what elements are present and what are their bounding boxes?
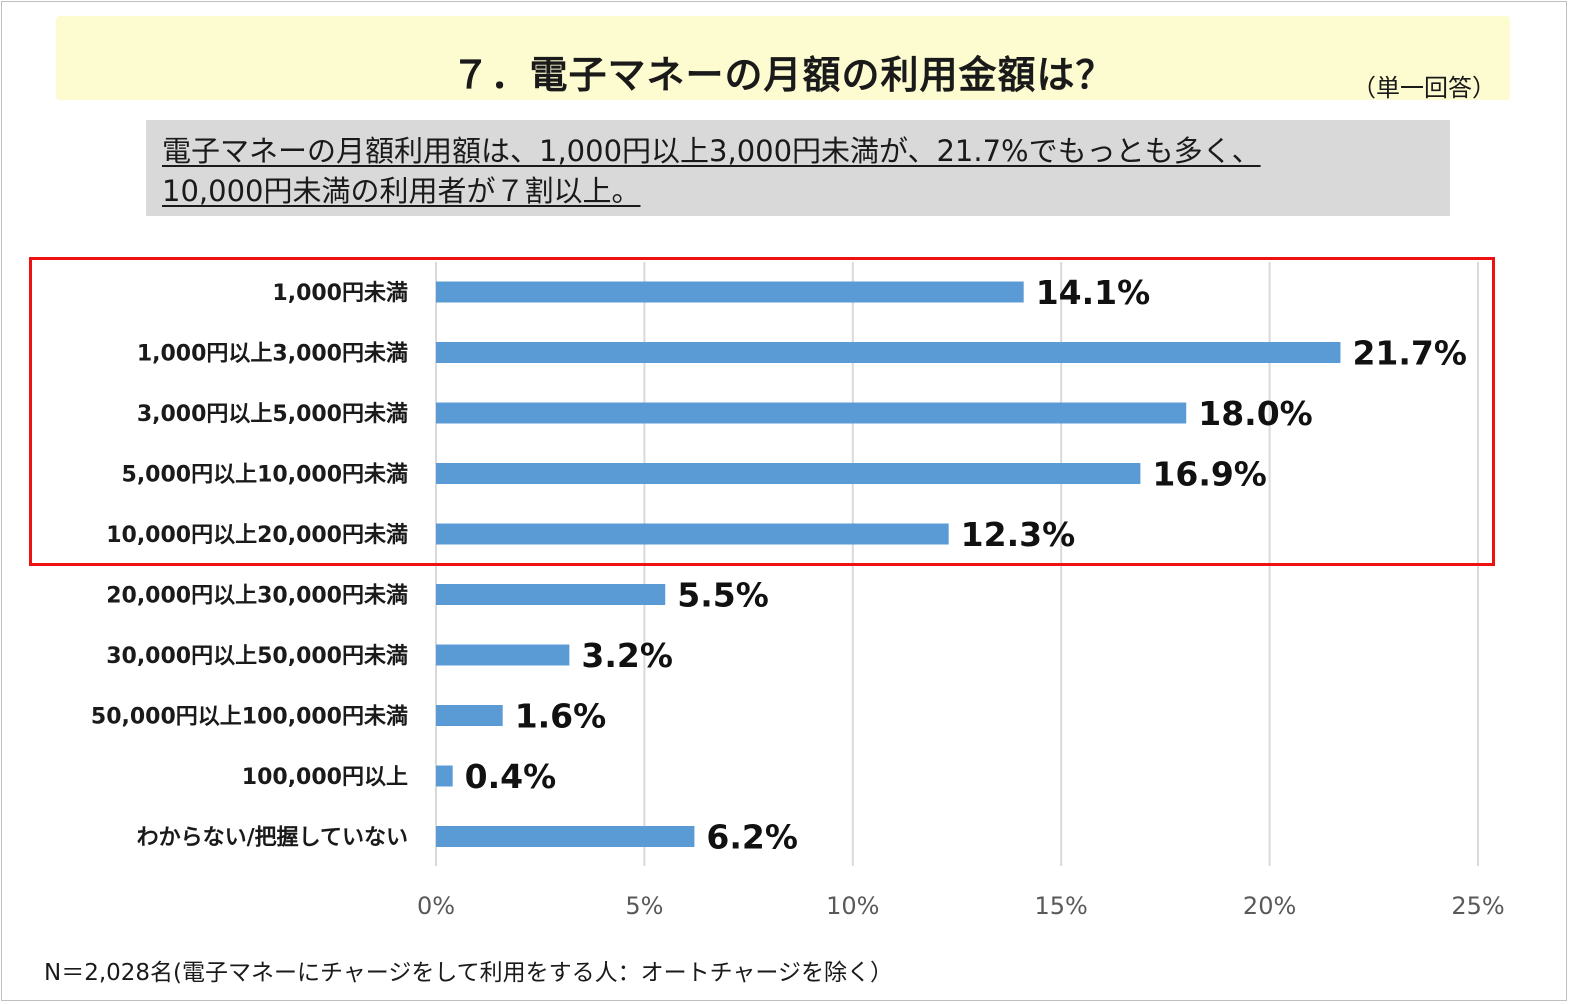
x-tick-label: 10% <box>826 892 879 920</box>
data-label: 16.9% <box>1152 455 1267 494</box>
category-label: 1,000円未満 <box>272 280 408 306</box>
category-label: 50,000円以上100,000円未満 <box>91 704 408 730</box>
summary-box: 電子マネーの月額利用額は、1,000円以上3,000円未満が、21.7%でもっと… <box>146 120 1450 216</box>
data-label: 14.1% <box>1036 273 1151 312</box>
bar <box>436 342 1341 363</box>
bar <box>436 402 1187 424</box>
x-tick-label: 20% <box>1243 892 1296 920</box>
data-label: 5.5% <box>677 576 769 615</box>
bar <box>436 644 570 666</box>
x-tick-label: 5% <box>625 892 663 920</box>
bar <box>436 826 695 847</box>
x-tick-label: 0% <box>417 892 455 920</box>
data-label: 18.0% <box>1198 394 1313 433</box>
category-label: 5,000円以上10,000円未満 <box>122 462 408 488</box>
data-label: 1.6% <box>515 697 607 736</box>
bar <box>436 281 1024 303</box>
category-label: 10,000円以上20,000円未満 <box>106 522 408 548</box>
data-label: 6.2% <box>706 818 798 857</box>
x-tick-label: 25% <box>1451 892 1504 920</box>
data-label: 12.3% <box>961 515 1076 554</box>
data-label: 3.2% <box>581 636 673 675</box>
category-label: 100,000円以上 <box>242 765 408 790</box>
data-label: 21.7% <box>1352 334 1467 373</box>
category-label: 30,000円以上50,000円未満 <box>106 643 408 669</box>
bar <box>436 584 666 605</box>
summary-line-2: 10,000円未満の利用者が７割以上。 <box>162 174 641 208</box>
x-tick-label: 15% <box>1035 892 1088 920</box>
category-label: 1,000円以上3,000円未満 <box>137 341 408 367</box>
title-banner: ７．電子マネーの月額の利用金額は？ （単一回答） <box>56 16 1510 102</box>
bar <box>436 765 453 787</box>
sample-size-note: N＝2,028名(電子マネーにチャージをして利用をする人：オートチャージを除く） <box>44 960 893 986</box>
category-label: わからない/把握していない <box>137 825 408 851</box>
category-label: 20,000円以上30,000円未満 <box>106 583 408 609</box>
data-label: 0.4% <box>465 757 557 796</box>
bar <box>436 463 1141 484</box>
summary-line-1: 電子マネーの月額利用額は、1,000円以上3,000円未満が、21.7%でもっと… <box>162 134 1261 168</box>
answer-type-label: （単一回答） <box>1352 74 1496 102</box>
highlight-box <box>29 257 1495 566</box>
bar <box>436 523 949 545</box>
category-label: 3,000円以上5,000円未満 <box>137 401 408 427</box>
page-title: ７．電子マネーの月額の利用金額は？ <box>451 53 1115 97</box>
bar <box>436 705 503 726</box>
